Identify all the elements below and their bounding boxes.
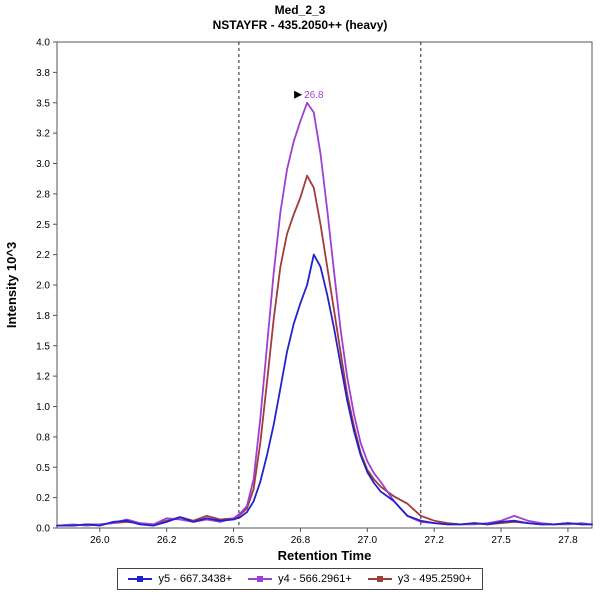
svg-text:1.5: 1.5 <box>36 341 50 352</box>
svg-text:2.0: 2.0 <box>36 281 50 292</box>
svg-text:26.8: 26.8 <box>291 535 311 546</box>
svg-text:0.5: 0.5 <box>36 463 50 474</box>
svg-text:1.8: 1.8 <box>36 311 50 322</box>
svg-text:0.8: 0.8 <box>36 432 50 443</box>
svg-text:26.2: 26.2 <box>157 535 177 546</box>
legend-item-y5: y5 - 667.3438+ <box>128 573 232 585</box>
legend-label-y3: y3 - 495.2590+ <box>397 573 472 585</box>
legend: y5 - 667.3438+ y4 - 566.2961+ y3 - 495.2… <box>0 568 600 590</box>
svg-text:0.2: 0.2 <box>36 493 50 504</box>
legend-label-y5: y5 - 667.3438+ <box>158 573 233 585</box>
svg-text:3.0: 3.0 <box>36 159 50 170</box>
chart-title: Med_2_3 <box>274 3 326 17</box>
chromatogram-plot[interactable]: 0.0 0.2 0.5 0.8 1.0 1.2 1.5 1.8 2.0 2.2 2.5 2.8 3.0 3… <box>0 36 600 566</box>
y4-line-sample-icon <box>248 576 273 582</box>
svg-text:27.0: 27.0 <box>358 535 378 546</box>
svg-text:3.8: 3.8 <box>36 68 50 79</box>
y3-line-sample-icon <box>367 576 392 582</box>
svg-text:Intensity 10^3: Intensity 10^3 <box>4 242 19 328</box>
svg-text:27.5: 27.5 <box>491 535 511 546</box>
svg-text:27.8: 27.8 <box>558 535 578 546</box>
svg-text:3.2: 3.2 <box>36 129 50 140</box>
svg-text:2.5: 2.5 <box>36 220 50 231</box>
legend-item-y3: y3 - 495.2590+ <box>367 573 472 585</box>
svg-text:3.5: 3.5 <box>36 98 50 109</box>
svg-text:0.0: 0.0 <box>36 524 50 535</box>
svg-text:26.0: 26.0 <box>90 535 110 546</box>
svg-text:26.5: 26.5 <box>224 535 244 546</box>
chart-subtitle: NSTAYFR - 435.2050++ (heavy) <box>212 18 388 32</box>
svg-text:26.8: 26.8 <box>304 90 324 101</box>
legend-label-y4: y4 - 566.2961+ <box>278 573 352 585</box>
svg-text:27.2: 27.2 <box>424 535 444 546</box>
y5-line-sample-icon <box>128 576 153 582</box>
svg-text:1.2: 1.2 <box>36 372 50 383</box>
svg-text:Retention Time: Retention Time <box>278 548 372 563</box>
svg-text:2.8: 2.8 <box>36 189 50 200</box>
svg-text:1.0: 1.0 <box>36 402 50 413</box>
svg-text:2.2: 2.2 <box>36 250 50 261</box>
legend-item-y4: y4 - 566.2961+ <box>248 573 352 585</box>
legend-box: y5 - 667.3438+ y4 - 566.2961+ y3 - 495.2… <box>117 568 483 590</box>
svg-text:4.0: 4.0 <box>36 38 50 49</box>
